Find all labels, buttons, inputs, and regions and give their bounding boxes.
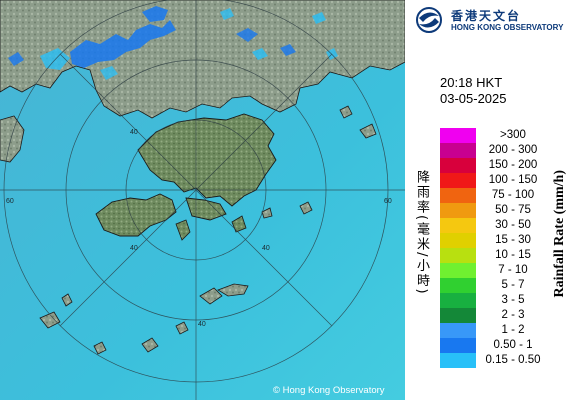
island <box>61 293 73 307</box>
ring-label: 60 <box>384 198 392 205</box>
legend-color-bar <box>440 128 476 368</box>
ring-label: 40 <box>130 129 138 136</box>
legend-label: 7 - 10 <box>498 264 528 276</box>
ring-label: 40 <box>198 321 206 328</box>
island <box>93 341 107 355</box>
legend-swatch <box>440 128 476 143</box>
ring-label: 40 <box>262 245 270 252</box>
hko-emblem-icon <box>416 7 442 33</box>
copyright-notice: © Hong Kong Observatory <box>273 385 385 396</box>
legend-swatch <box>440 173 476 188</box>
island <box>217 283 249 297</box>
range-rings <box>0 0 405 400</box>
legend-swatch <box>440 143 476 158</box>
legend-swatch <box>440 293 476 308</box>
legend-label: 3 - 5 <box>501 294 525 306</box>
legend-label: 2 - 3 <box>501 309 525 321</box>
legend-swatch <box>440 323 476 338</box>
island <box>199 287 223 305</box>
island <box>141 337 159 353</box>
legend-title-chinese: 降雨率(毫米/小時) <box>414 170 429 296</box>
lantau-island <box>95 193 177 237</box>
hko-logo: 香港天文台 HONG KONG OBSERVATORY <box>415 6 575 36</box>
rain-echoes <box>8 6 338 80</box>
legend-label: 50 - 75 <box>495 204 531 216</box>
legend-swatch <box>440 263 476 278</box>
island <box>359 123 377 139</box>
legend-swatch <box>440 158 476 173</box>
island <box>299 201 313 215</box>
legend-swatch <box>440 308 476 323</box>
ring-label: 60 <box>6 198 14 205</box>
island <box>339 105 353 119</box>
legend-swatch <box>440 248 476 263</box>
mainland-west <box>0 115 25 163</box>
legend-swatch <box>440 203 476 218</box>
legend-labels: >300 200 - 300 150 - 200 100 - 150 75 - 100 5… <box>480 128 546 368</box>
ring-label: 40 <box>130 245 138 252</box>
legend-label: 75 - 100 <box>491 189 535 201</box>
side-panel <box>405 0 577 400</box>
timestamp: 20:18 HKT 03-05-2025 <box>440 75 507 107</box>
legend-label: 200 - 300 <box>488 144 538 156</box>
range-ring-labels: 40 60 60 40 40 40 <box>6 129 392 328</box>
mainland <box>0 0 405 119</box>
radar-map: 40 60 60 40 40 40 <box>0 0 405 400</box>
legend-label: 0.50 - 1 <box>493 339 533 351</box>
legend-swatch <box>440 338 476 353</box>
legend-swatch <box>440 218 476 233</box>
legend-label: 15 - 30 <box>495 234 531 246</box>
legend-swatch <box>440 278 476 293</box>
legend-swatch <box>440 353 476 368</box>
date-label: 03-05-2025 <box>440 91 507 106</box>
legend-swatch <box>440 233 476 248</box>
legend-label: 1 - 2 <box>501 324 525 336</box>
time-label: 20:18 HKT <box>440 75 503 90</box>
legend-title-english: Rainfall Rate (mm/h) <box>552 170 567 298</box>
legend-swatch <box>440 188 476 203</box>
legend-label: 10 - 15 <box>495 249 531 261</box>
legend-label: 100 - 150 <box>488 174 538 186</box>
legend-label: >300 <box>500 129 526 141</box>
lamma-island <box>175 219 191 241</box>
legend-label: 0.15 - 0.50 <box>485 354 541 366</box>
island <box>175 321 189 335</box>
logo-chinese-name: 香港天文台 <box>451 9 522 23</box>
legend-label: 30 - 50 <box>495 219 531 231</box>
island <box>261 207 273 219</box>
logo-english-name: HONG KONG OBSERVATORY <box>451 23 564 32</box>
legend-label: 150 - 200 <box>488 159 538 171</box>
legend-label: 5 - 7 <box>501 279 525 291</box>
